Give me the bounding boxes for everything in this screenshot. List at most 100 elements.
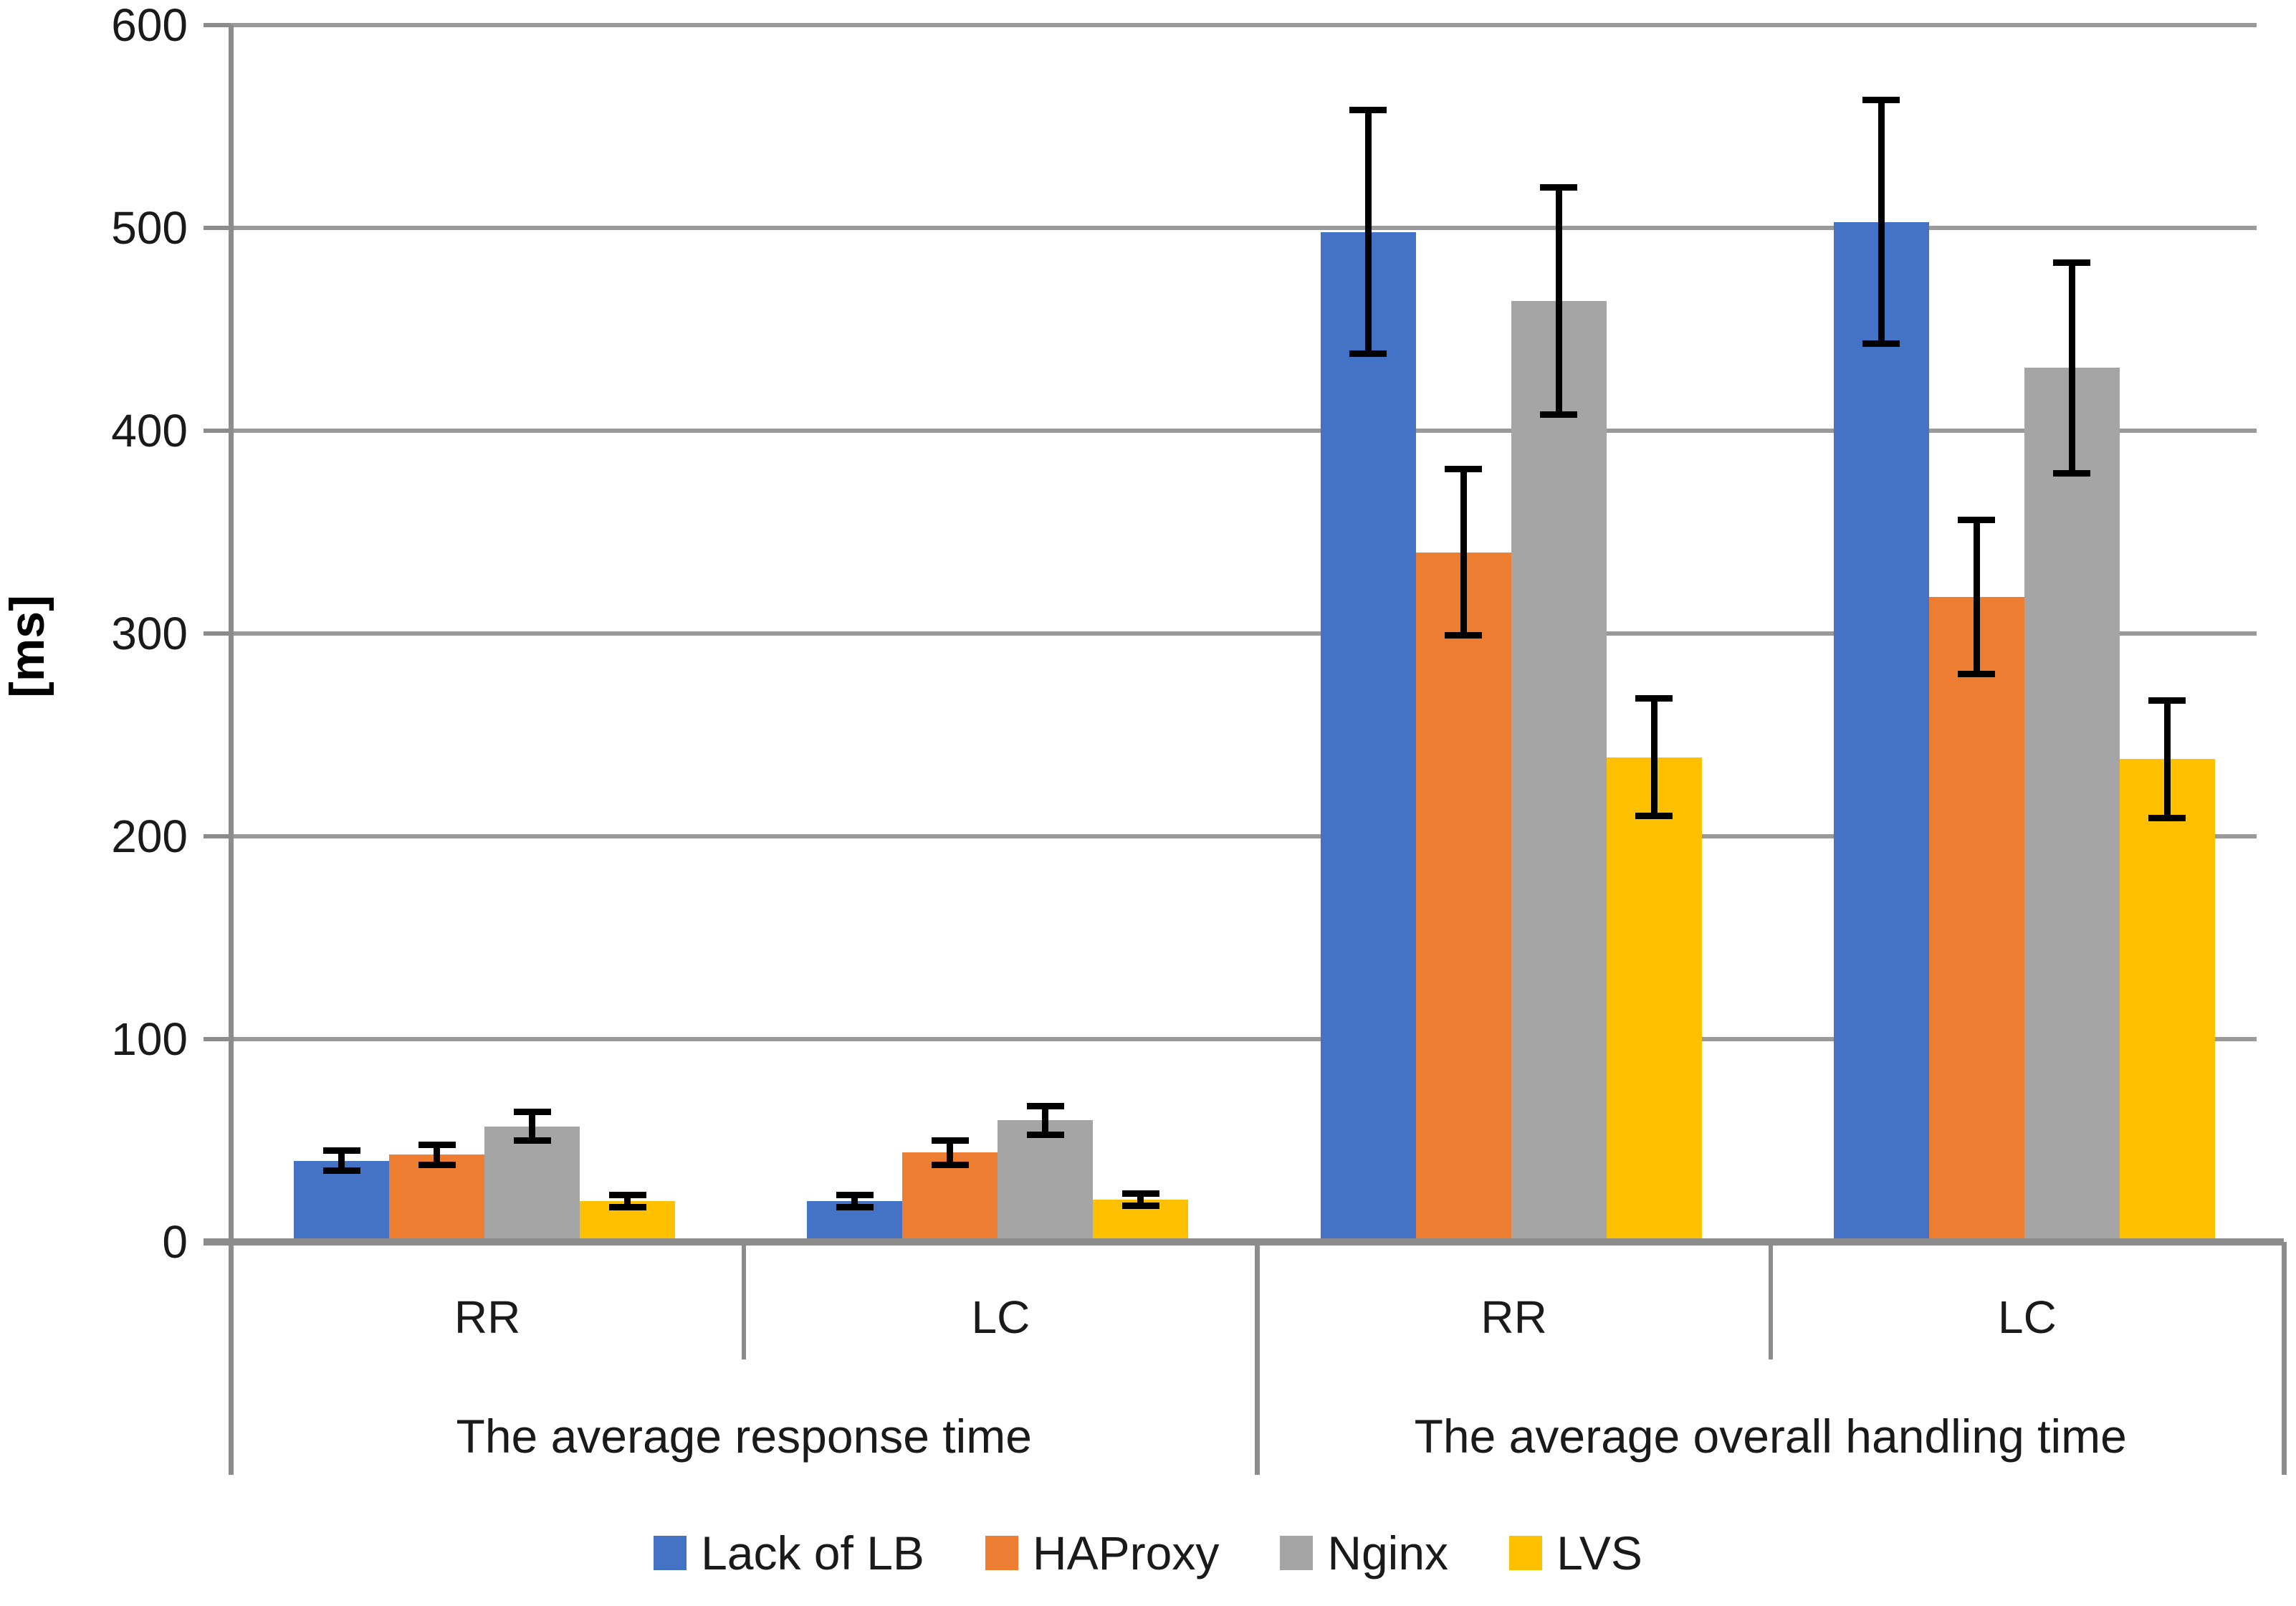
error-cap-top-haproxy-rr-overall <box>1445 466 1483 473</box>
gridline-100 <box>204 1037 2257 1041</box>
error-bar-haproxy-rr-overall <box>1460 469 1467 636</box>
error-bar-nginx-lc-response <box>1042 1106 1049 1134</box>
category-separator <box>742 1242 747 1359</box>
error-bar-lack-of-lb-lc-overall <box>1878 100 1885 344</box>
error-bar-nginx-rr-response <box>529 1112 536 1141</box>
gridline-500 <box>204 226 2257 230</box>
error-cap-bottom-nginx-rr-response <box>513 1137 551 1144</box>
error-cap-bottom-lack-of-lb-rr-overall <box>1349 350 1387 357</box>
error-bar-lack-of-lb-lc-response <box>851 1195 858 1208</box>
y-tick-mark-600 <box>204 23 231 27</box>
error-bar-haproxy-lc-overall <box>1973 520 1980 674</box>
legend-swatch-haproxy <box>985 1536 1018 1570</box>
bar-haproxy-rr-response <box>389 1155 485 1242</box>
error-cap-bottom-haproxy-rr-response <box>418 1161 456 1168</box>
bar-nginx-lc-response <box>998 1120 1094 1242</box>
y-tick-label-200: 200 <box>111 811 188 862</box>
bar-lack-of-lb-lc-overall <box>1833 221 1929 1242</box>
y-tick-mark-100 <box>204 1037 231 1041</box>
error-bar-haproxy-rr-response <box>434 1144 441 1165</box>
category-label-response-rr: RR <box>454 1291 521 1343</box>
error-cap-top-nginx-rr-response <box>513 1109 551 1116</box>
bar-nginx-rr-response <box>484 1126 580 1242</box>
error-cap-top-lvs-lc-overall <box>2148 697 2186 704</box>
legend-label-lack-of-lb: Lack of LB <box>701 1526 924 1579</box>
legend-label-haproxy: HAProxy <box>1032 1526 1220 1579</box>
legend-item-lack-of-lb: Lack of LB <box>654 1524 924 1582</box>
y-tick-label-300: 300 <box>111 608 188 659</box>
bar-nginx-rr-overall <box>1511 300 1607 1242</box>
bar-lack-of-lb-rr-response <box>294 1160 390 1242</box>
error-cap-top-haproxy-rr-response <box>418 1141 456 1148</box>
category-label-overall-rr: RR <box>1481 1291 1547 1343</box>
error-cap-top-nginx-lc-overall <box>2053 259 2091 266</box>
error-cap-bottom-haproxy-rr-overall <box>1445 632 1483 639</box>
gridline-400 <box>204 429 2257 433</box>
error-bar-nginx-rr-overall <box>1555 187 1562 415</box>
y-tick-mark-300 <box>204 631 231 636</box>
error-cap-bottom-lack-of-lb-lc-response <box>836 1204 874 1211</box>
error-cap-bottom-lvs-lc-overall <box>2148 815 2186 822</box>
group-label-response-time: The average response time <box>456 1410 1032 1463</box>
error-bar-lack-of-lb-rr-response <box>338 1150 345 1171</box>
legend-swatch-lvs <box>1509 1536 1543 1570</box>
error-cap-bottom-nginx-rr-overall <box>1540 411 1578 418</box>
gridline-200 <box>204 834 2257 838</box>
y-tick-label-0: 0 <box>162 1216 188 1268</box>
group-separator <box>1255 1242 1260 1475</box>
bar-haproxy-rr-overall <box>1415 552 1511 1242</box>
error-bar-lvs-lc-overall <box>2163 700 2171 818</box>
bar-lvs-lc-overall <box>2119 759 2215 1242</box>
legend-swatch-nginx <box>1280 1536 1314 1570</box>
y-tick-mark-200 <box>204 834 231 838</box>
error-cap-bottom-lack-of-lb-rr-response <box>322 1167 360 1175</box>
y-tick-label-600: 600 <box>111 0 188 51</box>
error-cap-top-lack-of-lb-rr-response <box>322 1147 360 1155</box>
error-cap-bottom-haproxy-lc-overall <box>1958 671 1996 678</box>
y-tick-label-500: 500 <box>111 202 188 254</box>
category-label-response-lc: LC <box>971 1291 1030 1343</box>
gridline-600 <box>204 23 2257 27</box>
group-separator <box>2281 1242 2287 1475</box>
bar-haproxy-lc-overall <box>1928 597 2024 1242</box>
gridline-300 <box>204 631 2257 636</box>
y-tick-label-400: 400 <box>111 405 188 457</box>
error-cap-top-lvs-rr-overall <box>1635 695 1673 702</box>
legend-item-haproxy: HAProxy <box>985 1524 1219 1582</box>
error-cap-bottom-lack-of-lb-lc-overall <box>1862 340 1900 347</box>
error-bar-nginx-lc-overall <box>2068 262 2075 474</box>
legend-item-nginx: Nginx <box>1280 1524 1448 1582</box>
error-cap-bottom-nginx-lc-overall <box>2053 469 2091 477</box>
error-cap-bottom-lvs-lc-response <box>1121 1202 1159 1209</box>
bar-nginx-lc-overall <box>2024 368 2120 1242</box>
category-separator <box>1768 1242 1773 1359</box>
error-cap-bottom-lvs-rr-overall <box>1635 813 1673 820</box>
y-tick-label-100: 100 <box>111 1013 188 1065</box>
error-bar-haproxy-lc-response <box>947 1140 954 1165</box>
error-cap-top-haproxy-lc-response <box>931 1137 969 1144</box>
error-cap-top-lack-of-lb-lc-overall <box>1862 97 1900 104</box>
group-label-overall-handling-time: The average overall handling time <box>1414 1410 2127 1463</box>
chart-legend: Lack of LB HAProxy Nginx LVS <box>0 1521 2296 1585</box>
category-label-overall-lc: LC <box>1997 1291 2057 1343</box>
error-cap-top-nginx-rr-overall <box>1540 183 1578 191</box>
error-bar-lvs-rr-response <box>624 1195 631 1208</box>
y-tick-mark-400 <box>204 429 231 433</box>
error-bar-lvs-lc-response <box>1137 1193 1144 1206</box>
legend-swatch-lack-of-lb <box>654 1536 687 1570</box>
error-cap-bottom-haproxy-lc-response <box>931 1161 969 1168</box>
bar-lvs-rr-overall <box>1606 757 1702 1242</box>
error-cap-top-lvs-rr-response <box>608 1192 646 1199</box>
error-cap-top-nginx-lc-response <box>1026 1102 1064 1109</box>
legend-item-lvs: LVS <box>1509 1524 1642 1582</box>
error-cap-top-lvs-lc-response <box>1121 1190 1159 1197</box>
bar-lack-of-lb-rr-overall <box>1320 231 1416 1242</box>
error-bar-lvs-rr-overall <box>1650 698 1658 816</box>
error-cap-top-haproxy-lc-overall <box>1958 517 1996 524</box>
error-bar-lack-of-lb-rr-overall <box>1364 110 1372 354</box>
error-cap-top-lack-of-lb-rr-overall <box>1349 107 1387 114</box>
legend-label-nginx: Nginx <box>1327 1526 1449 1579</box>
y-axis-line <box>228 25 234 1475</box>
error-cap-bottom-nginx-lc-response <box>1026 1131 1064 1138</box>
